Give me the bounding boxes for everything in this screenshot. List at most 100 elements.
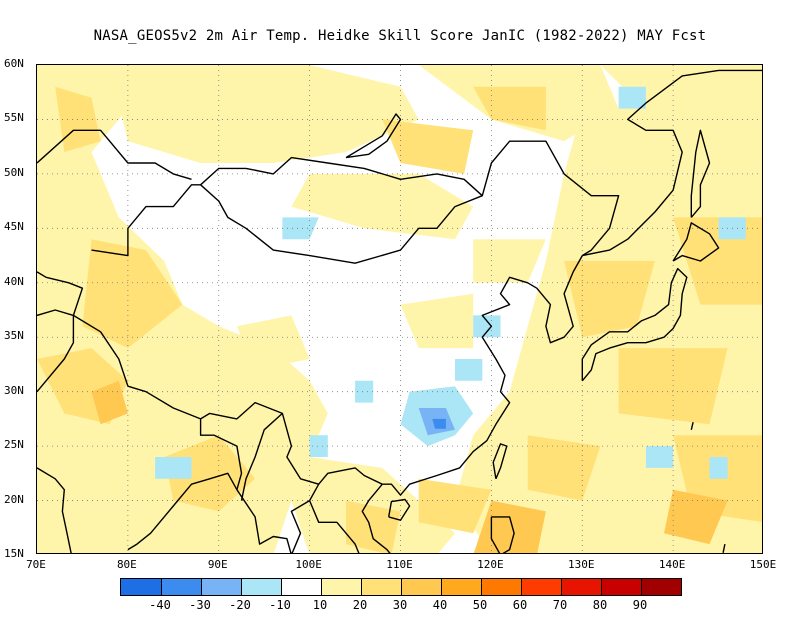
skill-region — [600, 65, 762, 120]
colorbar-swatch — [401, 579, 441, 595]
china-kazakh-border — [127, 184, 201, 229]
colorbar-swatch — [601, 579, 641, 595]
lon-tick-label: 80E — [116, 558, 137, 571]
map-title: NASA_GEOS5v2 2m Air Temp. Heidke Skill S… — [93, 28, 707, 44]
lon-tick-label: 150E — [749, 558, 777, 571]
skill-region — [418, 478, 492, 534]
indochina-coast — [361, 483, 391, 553]
skill-region — [664, 489, 728, 545]
pakistan-border — [37, 315, 75, 393]
lat-tick-label: 40N — [4, 274, 24, 288]
india-west-coast — [37, 467, 72, 553]
skill-region — [618, 348, 728, 425]
lat-tick-label: 25N — [4, 438, 24, 452]
skill-region — [291, 173, 474, 240]
kazakh-russia-border — [37, 129, 192, 180]
lat-tick-label: 45N — [4, 220, 24, 234]
skill-score-map — [37, 65, 762, 553]
lat-tick-label: 35N — [4, 329, 24, 343]
colorbar-label: -20 — [229, 598, 251, 612]
colorbar-label: -30 — [189, 598, 211, 612]
map-panel — [36, 64, 763, 554]
himalaya-border — [73, 314, 383, 485]
colorbar-swatch — [481, 579, 521, 595]
lat-tick-label: 60N — [4, 57, 24, 70]
colorbar-swatch — [321, 579, 361, 595]
skill-region — [473, 239, 546, 283]
lon-tick-label: 140E — [658, 558, 686, 571]
skill-region — [432, 418, 446, 429]
skill-region — [564, 261, 655, 338]
skill-region — [709, 457, 728, 479]
skill-region — [164, 435, 256, 512]
colorbar-label: 60 — [512, 598, 528, 612]
colorbar-swatch — [521, 579, 561, 595]
kyrgyz-border — [91, 228, 129, 257]
skill-region — [309, 435, 328, 457]
laos-border — [308, 483, 360, 553]
central-asia-border — [37, 271, 84, 317]
island — [722, 543, 726, 553]
skill-region — [37, 65, 328, 553]
lat-tick-label: 50N — [4, 165, 24, 179]
mongolia-border — [200, 156, 483, 264]
skill-region — [346, 500, 401, 553]
skill-region — [473, 315, 501, 338]
colorbar-label: -10 — [269, 598, 291, 612]
colorbar-swatch — [281, 579, 321, 595]
bay-of-bengal-coast — [127, 472, 292, 553]
lat-tick-label: 55N — [4, 111, 24, 125]
hokkaido-coast — [672, 222, 720, 262]
luzon-coast — [490, 516, 515, 553]
colorbar-swatch — [561, 579, 601, 595]
skill-region — [355, 380, 374, 403]
skill-region — [527, 435, 601, 501]
skill-region — [455, 359, 483, 381]
colorbar-label: 20 — [352, 598, 368, 612]
skill-region — [618, 86, 646, 109]
taiwan-coast — [492, 443, 508, 480]
myanmar-border — [240, 412, 283, 501]
lon-tick-label: 100E — [295, 558, 322, 571]
colorbar-swatch — [641, 579, 681, 595]
lon-tick-label: 120E — [477, 558, 504, 571]
colorbar-label: 10 — [312, 598, 328, 612]
skill-score-shading — [37, 65, 762, 553]
lat-lon-grid — [37, 65, 762, 553]
colorbar-swatch — [201, 579, 241, 595]
colorbar-swatch — [121, 579, 161, 595]
thailand-border — [290, 499, 310, 553]
coastlines-borders — [37, 69, 762, 553]
skill-region — [282, 217, 319, 240]
skill-region — [109, 65, 419, 163]
lon-tick-label: 110E — [386, 558, 413, 571]
russia-pacific-coast — [582, 69, 762, 257]
skill-region — [82, 239, 183, 349]
lat-tick-label: 20N — [4, 492, 24, 506]
colorbar-label: 50 — [472, 598, 488, 612]
colorbar-swatch — [441, 579, 481, 595]
colorbar-swatch — [361, 579, 401, 595]
skill-region — [91, 380, 128, 425]
skill-region — [400, 293, 474, 349]
colorbar-label: 80 — [592, 598, 608, 612]
hainan-coast — [388, 498, 411, 521]
colorbar-label: 30 — [392, 598, 408, 612]
skill-region — [236, 315, 310, 370]
lon-tick-label: 90E — [207, 558, 228, 571]
skill-region — [155, 457, 192, 479]
colorbar-swatch — [241, 579, 281, 595]
island — [690, 422, 694, 430]
lat-tick-label: 15N — [4, 547, 24, 560]
lat-tick-label: 30N — [4, 383, 24, 397]
skill-region — [645, 446, 674, 468]
japan-coast — [581, 267, 688, 382]
colorbar-label: 70 — [552, 598, 568, 612]
skill-region — [291, 457, 455, 553]
bangladesh-border — [199, 418, 243, 490]
colorbar-swatch — [161, 579, 201, 595]
colorbar-label: 40 — [432, 598, 448, 612]
skill-region — [382, 119, 474, 174]
colorbar-label: 90 — [632, 598, 648, 612]
colorbar — [120, 578, 682, 596]
